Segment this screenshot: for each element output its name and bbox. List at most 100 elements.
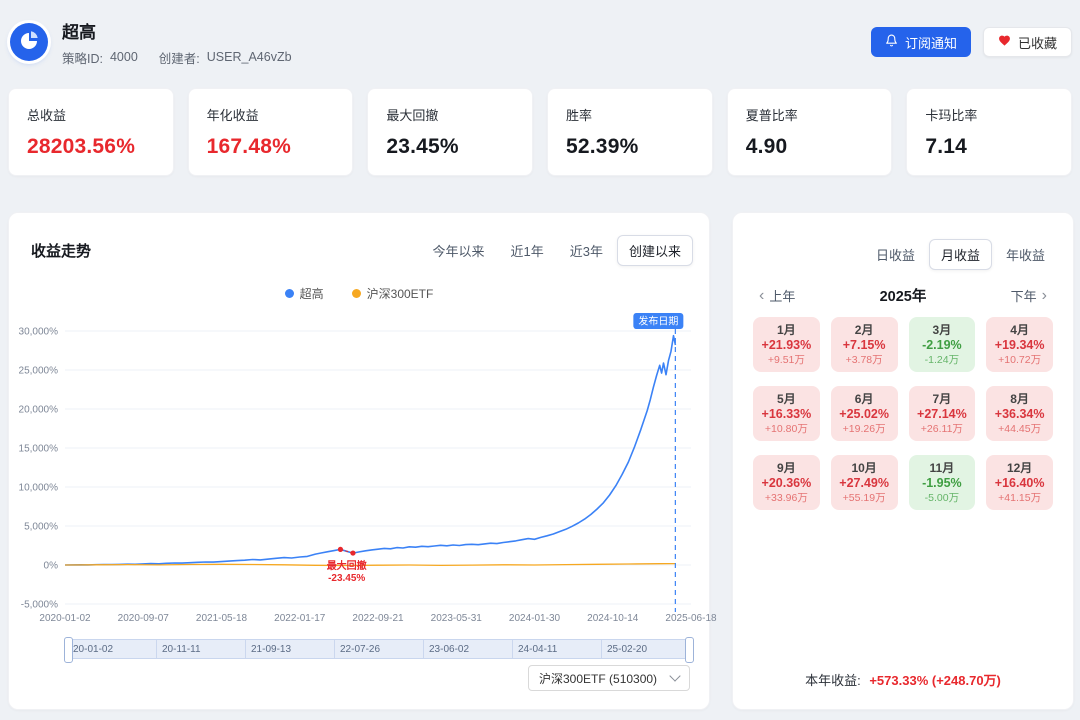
month-cell-6: 6月 +25.02% +19.26万 [830, 386, 898, 441]
trend-panel: 收益走势 今年以来 近1年 近3年 创建以来 超高 沪深300ETF 30,000% 25… [8, 212, 717, 710]
y-tick-label: 30,000% [19, 327, 59, 338]
month-cell-12: 12月 +16.40% +41.15万 [986, 455, 1053, 510]
trend-panel-header: 收益走势 今年以来 近1年 近3年 创建以来 [9, 213, 709, 266]
legend-label: 超高 [299, 287, 324, 301]
strategy-avatar [10, 23, 48, 61]
stat-label: 最大回撤 [386, 108, 439, 123]
month-cell-5: 5月 +16.33% +10.80万 [753, 386, 820, 441]
month-return-pct: +27.49% [839, 476, 889, 490]
slider-date-label-0: 20-01-02 [73, 643, 114, 655]
month-cell-4: 4月 +19.34% +10.72万 [986, 317, 1053, 372]
period-tab-2[interactable]: 年收益 [1005, 248, 1045, 263]
month-return-amount: +3.78万 [845, 354, 883, 366]
y-tick-label: 15,000% [19, 444, 59, 455]
month-return-pct: +7.15% [842, 338, 886, 352]
month-label: 9月 [777, 461, 796, 475]
month-cell-10: 10月 +27.49% +55.19万 [830, 455, 898, 510]
legend-dot-icon [284, 289, 294, 298]
legend-dot-icon [351, 289, 361, 298]
date-range-slider[interactable]: 20-01-02 20-11-11 21-09-13 22-07-26 23-06-02… [64, 637, 694, 663]
current-year-label: 2025年 [879, 289, 927, 305]
month-return-pct: +36.34% [994, 407, 1045, 421]
range-tab-0[interactable]: 今年以来 [432, 244, 485, 259]
month-cell-1: 1月 +21.93% +9.51万 [753, 317, 820, 372]
drawdown-marker [350, 550, 356, 556]
slider-date-label-3: 22-07-26 [334, 640, 423, 658]
range-tabs: 今年以来 近1年 近3年 创建以来 [421, 235, 693, 266]
drawdown-marker [337, 546, 344, 552]
x-tick-label: 2020-09-07 [118, 613, 170, 624]
month-return-pct: +16.40% [994, 476, 1045, 490]
range-tab-1[interactable]: 近1年 [510, 244, 544, 259]
y-tick-label: 0% [44, 561, 59, 572]
slider-handle-left[interactable] [64, 637, 73, 663]
range-tab-3[interactable]: 创建以来 [616, 235, 693, 266]
subscribe-notify-button[interactable]: 订阅通知 [870, 27, 971, 57]
month-label: 12月 [1006, 461, 1033, 475]
slider-date-label-2: 21-09-13 [245, 640, 334, 658]
y-tick-label: 25,000% [19, 366, 59, 377]
x-tick-label: 2020-01-02 [39, 613, 91, 624]
range-tab-2[interactable]: 近3年 [569, 244, 603, 259]
stat-value: 52.39% [566, 135, 639, 158]
month-return-amount: +44.45万 [998, 423, 1042, 435]
chart-area: 30,000% 25,000% 20,000% 15,000% 10,000% 5,000… [15, 313, 717, 628]
stat-card-win-rate: 胜率 52.39% [547, 88, 713, 176]
header-left: 超高 策略ID: 4000 创建者: USER_A46vZb [10, 18, 306, 67]
series-line-0 [64, 334, 677, 566]
header-text: 超高 策略ID: 4000 创建者: USER_A46vZb [62, 18, 306, 67]
month-cell-7: 7月 +27.14% +26.11万 [908, 386, 976, 441]
month-label: 3月 [932, 323, 952, 337]
month-return-amount: -5.00万 [924, 492, 960, 504]
page-header: 超高 策略ID: 4000 创建者: USER_A46vZb 订阅通知 [10, 16, 1072, 68]
slider-date-label-4: 23-06-02 [423, 640, 512, 658]
month-return-amount: -1.24万 [924, 354, 960, 366]
month-return-amount: +55.19万 [842, 492, 886, 504]
period-tabs: 日收益 月收益 年收益 [864, 239, 1057, 270]
month-return-amount: +33.96万 [764, 492, 808, 504]
month-return-pct: -2.19% [922, 338, 962, 352]
favorited-button[interactable]: 已收藏 [982, 27, 1072, 57]
stat-value: 7.14 [925, 135, 968, 158]
month-return-pct: +25.02% [839, 407, 889, 421]
strategy-meta: 策略ID: 4000 创建者: USER_A46vZb [62, 48, 306, 67]
prev-year-button[interactable]: ‹ 上年 [759, 286, 795, 305]
stat-label: 年化收益 [206, 108, 259, 123]
subscribe-label: 订阅通知 [904, 35, 957, 51]
month-return-amount: +9.51万 [767, 354, 805, 366]
benchmark-select-value: 沪深300ETF (510300) [539, 671, 658, 686]
period-tab-0[interactable]: 日收益 [875, 248, 915, 263]
drawdown-value: -23.45% [328, 573, 365, 584]
year-summary-label: 本年收益: [805, 673, 861, 688]
benchmark-select[interactable]: 沪深300ETF (510300) [528, 665, 690, 691]
legend-label: 沪深300ETF [366, 287, 434, 301]
next-year-button[interactable]: 下年 › [1011, 286, 1047, 305]
month-return-pct: +19.34% [994, 338, 1045, 352]
slider-handle-right[interactable] [685, 637, 694, 663]
year-navigation: ‹ 上年 2025年 下年 › [759, 285, 1047, 306]
chevron-right-icon: › [1041, 286, 1047, 304]
month-label: 5月 [777, 392, 796, 406]
month-return-amount: +10.80万 [764, 423, 808, 435]
stat-card-total-return: 总收益 28203.56% [8, 88, 174, 176]
publish-date-badge-label: 发布日期 [638, 315, 678, 328]
period-tab-1[interactable]: 月收益 [928, 239, 992, 270]
legend-item-0[interactable]: 超高 [284, 285, 324, 302]
next-year-label: 下年 [1010, 289, 1037, 304]
trend-title: 收益走势 [31, 243, 92, 260]
month-return-pct: +27.14% [917, 407, 967, 421]
month-label: 10月 [851, 461, 877, 475]
publish-date-badge [633, 313, 684, 329]
month-return-pct: +21.93% [761, 338, 812, 352]
month-return-pct: +20.36% [761, 476, 812, 490]
legend-item-1[interactable]: 沪深300ETF [351, 285, 434, 302]
month-return-amount: +19.26万 [842, 423, 886, 435]
y-tick-label: 20,000% [19, 405, 59, 416]
header-actions: 订阅通知 已收藏 [870, 27, 1072, 57]
y-tick-label: -5,000% [21, 600, 58, 611]
trend-chart[interactable]: 30,000% 25,000% 20,000% 15,000% 10,000% 5,000… [15, 313, 717, 628]
drawdown-label: 最大回撤 [327, 559, 367, 572]
slider-date-label-1: 20-11-11 [156, 640, 245, 658]
stat-value: 23.45% [386, 135, 459, 158]
